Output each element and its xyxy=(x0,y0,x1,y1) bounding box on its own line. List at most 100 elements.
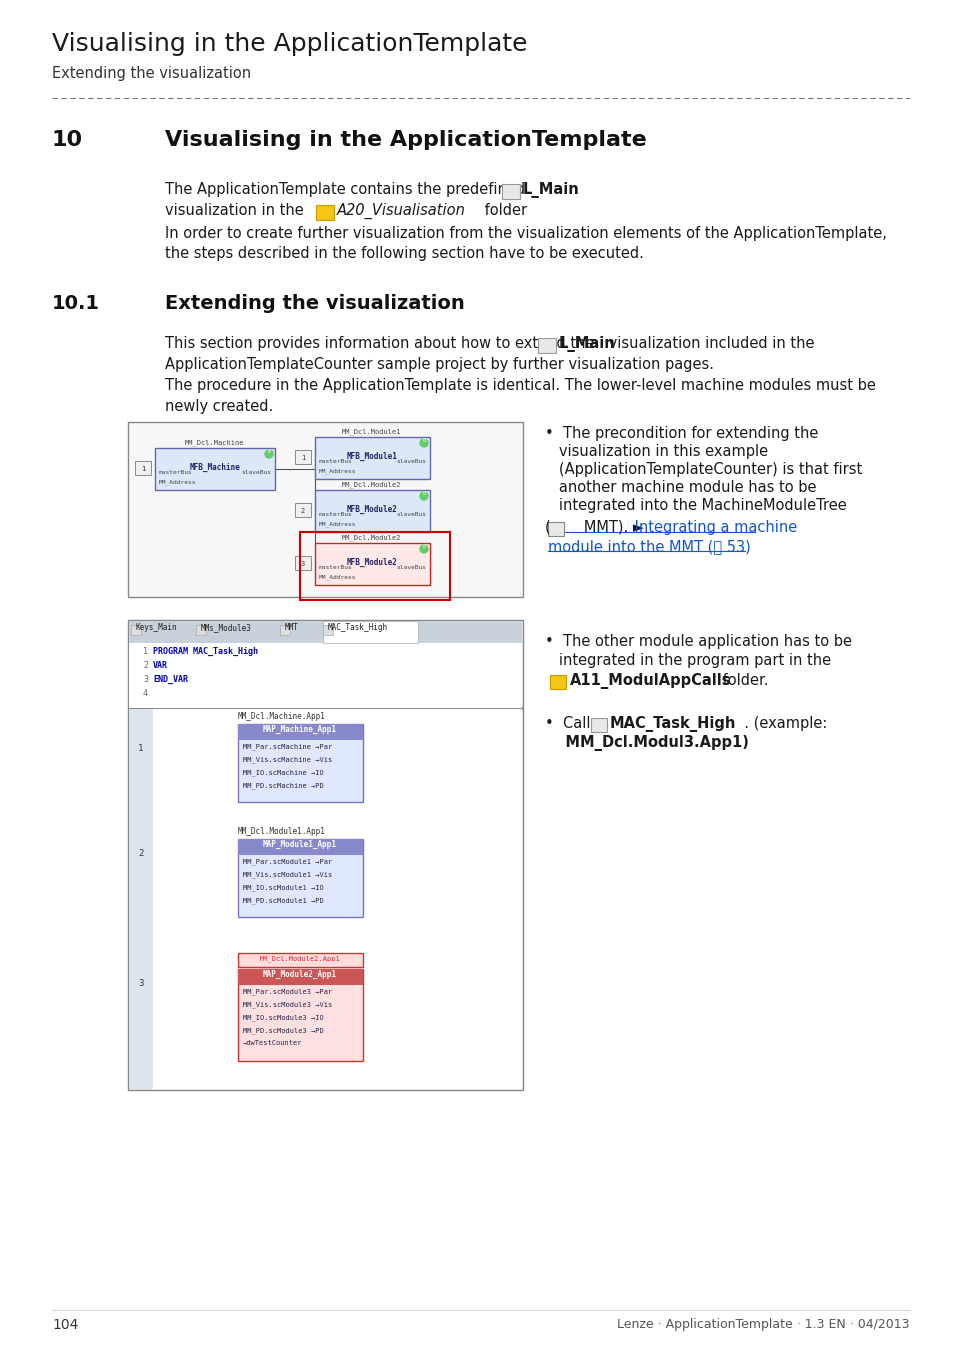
Text: 1: 1 xyxy=(300,455,305,460)
Text: (     MMT). ►: ( MMT). ► xyxy=(544,520,643,535)
Text: MM_PD.scModule3 →PD: MM_PD.scModule3 →PD xyxy=(243,1027,323,1034)
FancyBboxPatch shape xyxy=(237,969,363,1061)
Text: MM_Address: MM_Address xyxy=(318,521,356,526)
Text: slaveBus: slaveBus xyxy=(395,512,426,517)
Text: folder.: folder. xyxy=(718,674,768,688)
FancyBboxPatch shape xyxy=(237,838,363,917)
Text: MM_Dcl.Modul3.App1): MM_Dcl.Modul3.App1) xyxy=(550,734,748,751)
Text: visualization in this example: visualization in this example xyxy=(544,444,767,459)
Text: MM_Dcl.Module1: MM_Dcl.Module1 xyxy=(342,428,401,435)
Circle shape xyxy=(419,491,428,500)
Text: A11_ModulAppCalls: A11_ModulAppCalls xyxy=(569,674,731,688)
Text: masterBus: masterBus xyxy=(318,512,353,517)
Text: PROGRAM MAC_Task_High: PROGRAM MAC_Task_High xyxy=(152,647,257,656)
Text: MM_Vis.scModule1 →Vis: MM_Vis.scModule1 →Vis xyxy=(243,871,332,878)
FancyBboxPatch shape xyxy=(128,620,522,1089)
Text: ApplicationTemplateCounter sample project by further visualization pages.: ApplicationTemplateCounter sample projec… xyxy=(165,356,713,373)
Text: MFB_Machine: MFB_Machine xyxy=(190,463,240,471)
Text: masterBus: masterBus xyxy=(318,566,353,570)
Text: 2: 2 xyxy=(300,508,305,514)
Text: 10: 10 xyxy=(52,130,83,150)
Text: slaveBus: slaveBus xyxy=(395,459,426,464)
FancyBboxPatch shape xyxy=(152,709,521,1089)
Text: MM_Par.scModule3 →Par: MM_Par.scModule3 →Par xyxy=(243,988,332,995)
Text: MM_IO.scMachine →IO: MM_IO.scMachine →IO xyxy=(243,769,323,776)
Text: MM_Vis.scMachine →Vis: MM_Vis.scMachine →Vis xyxy=(243,756,332,763)
FancyBboxPatch shape xyxy=(237,724,363,802)
Text: MM_Dcl.Machine: MM_Dcl.Machine xyxy=(185,439,245,446)
Text: The ApplicationTemplate contains the predefined: The ApplicationTemplate contains the pre… xyxy=(165,182,524,197)
Text: 0: 0 xyxy=(422,439,425,444)
FancyBboxPatch shape xyxy=(135,460,151,475)
FancyBboxPatch shape xyxy=(195,625,206,634)
Text: L_Main: L_Main xyxy=(558,336,615,352)
FancyBboxPatch shape xyxy=(128,423,522,597)
Text: MFB_Module2: MFB_Module2 xyxy=(346,558,397,567)
Text: 104: 104 xyxy=(52,1318,78,1332)
Text: MM_Dcl.Machine.App1: MM_Dcl.Machine.App1 xyxy=(237,711,326,721)
Text: MM_PD.scMachine →PD: MM_PD.scMachine →PD xyxy=(243,782,323,788)
Text: 1: 1 xyxy=(143,647,148,656)
Text: MAP_Module2_App1: MAP_Module2_App1 xyxy=(263,971,336,979)
Text: . (example:: . (example: xyxy=(734,716,826,730)
Text: MAC_Task_High: MAC_Task_High xyxy=(609,716,736,732)
FancyBboxPatch shape xyxy=(547,522,563,536)
FancyBboxPatch shape xyxy=(294,556,311,570)
Text: MAP_Module1_App1: MAP_Module1_App1 xyxy=(263,840,336,849)
Text: MAP_Machine_App1: MAP_Machine_App1 xyxy=(263,725,336,734)
Text: Keys_Main: Keys_Main xyxy=(136,622,177,632)
Text: another machine module has to be: another machine module has to be xyxy=(544,481,816,495)
Text: masterBus: masterBus xyxy=(159,470,193,475)
Text: 0: 0 xyxy=(422,491,425,497)
Text: Lenze · ApplicationTemplate · 1.3 EN · 04/2013: Lenze · ApplicationTemplate · 1.3 EN · 0… xyxy=(617,1318,909,1331)
Text: integrated in the program part in the: integrated in the program part in the xyxy=(544,653,830,668)
Text: 10.1: 10.1 xyxy=(52,294,100,313)
Text: module into the MMT (⎓ 53): module into the MMT (⎓ 53) xyxy=(547,539,750,553)
Text: MM_Par.scMachine →Par: MM_Par.scMachine →Par xyxy=(243,743,332,749)
Text: slaveBus: slaveBus xyxy=(395,566,426,570)
FancyBboxPatch shape xyxy=(237,724,363,740)
FancyBboxPatch shape xyxy=(314,490,430,532)
Text: visualization in the: visualization in the xyxy=(165,202,303,217)
FancyBboxPatch shape xyxy=(315,205,334,220)
Text: MM_Dcl.Module1.App1: MM_Dcl.Module1.App1 xyxy=(237,828,326,836)
Circle shape xyxy=(419,545,428,554)
FancyBboxPatch shape xyxy=(501,184,519,198)
Text: END_VAR: END_VAR xyxy=(152,675,188,684)
Text: visualization included in the: visualization included in the xyxy=(603,336,814,351)
Text: MM_Par.scModule1 →Par: MM_Par.scModule1 →Par xyxy=(243,859,332,864)
Text: L_Main: L_Main xyxy=(522,182,579,198)
Text: MM_Dcl.Module2.App1: MM_Dcl.Module2.App1 xyxy=(259,954,340,961)
Text: 4: 4 xyxy=(143,688,148,698)
Text: VAR: VAR xyxy=(152,662,168,670)
Text: MFB_Module2: MFB_Module2 xyxy=(346,505,397,513)
Text: masterBus: masterBus xyxy=(318,459,353,464)
FancyBboxPatch shape xyxy=(323,621,417,643)
FancyBboxPatch shape xyxy=(590,718,606,732)
Text: newly created.: newly created. xyxy=(165,400,273,414)
Text: (ApplicationTemplateCounter) is that first: (ApplicationTemplateCounter) is that fir… xyxy=(544,462,862,477)
FancyBboxPatch shape xyxy=(280,625,290,634)
Text: MM_Vis.scModule3 →Vis: MM_Vis.scModule3 →Vis xyxy=(243,1000,332,1007)
FancyBboxPatch shape xyxy=(323,625,333,634)
Text: •  The precondition for extending the: • The precondition for extending the xyxy=(544,427,818,441)
FancyBboxPatch shape xyxy=(550,675,565,688)
Text: Integrating a machine: Integrating a machine xyxy=(629,520,797,535)
Text: 3: 3 xyxy=(300,562,305,567)
FancyBboxPatch shape xyxy=(294,450,311,464)
Text: Extending the visualization: Extending the visualization xyxy=(52,66,251,81)
Text: MM_Dcl.Module2: MM_Dcl.Module2 xyxy=(342,482,401,487)
Text: 0: 0 xyxy=(422,544,425,549)
FancyBboxPatch shape xyxy=(314,437,430,479)
Circle shape xyxy=(265,450,273,458)
Text: Visualising in the ApplicationTemplate: Visualising in the ApplicationTemplate xyxy=(52,32,527,55)
Text: slaveBus: slaveBus xyxy=(241,470,271,475)
FancyBboxPatch shape xyxy=(129,621,521,643)
FancyBboxPatch shape xyxy=(237,838,363,855)
Text: MM_Address: MM_Address xyxy=(318,574,356,579)
Circle shape xyxy=(419,439,428,447)
FancyBboxPatch shape xyxy=(131,625,141,634)
Text: MM_Address: MM_Address xyxy=(318,468,356,474)
Text: 1: 1 xyxy=(138,744,144,753)
FancyBboxPatch shape xyxy=(129,643,521,707)
